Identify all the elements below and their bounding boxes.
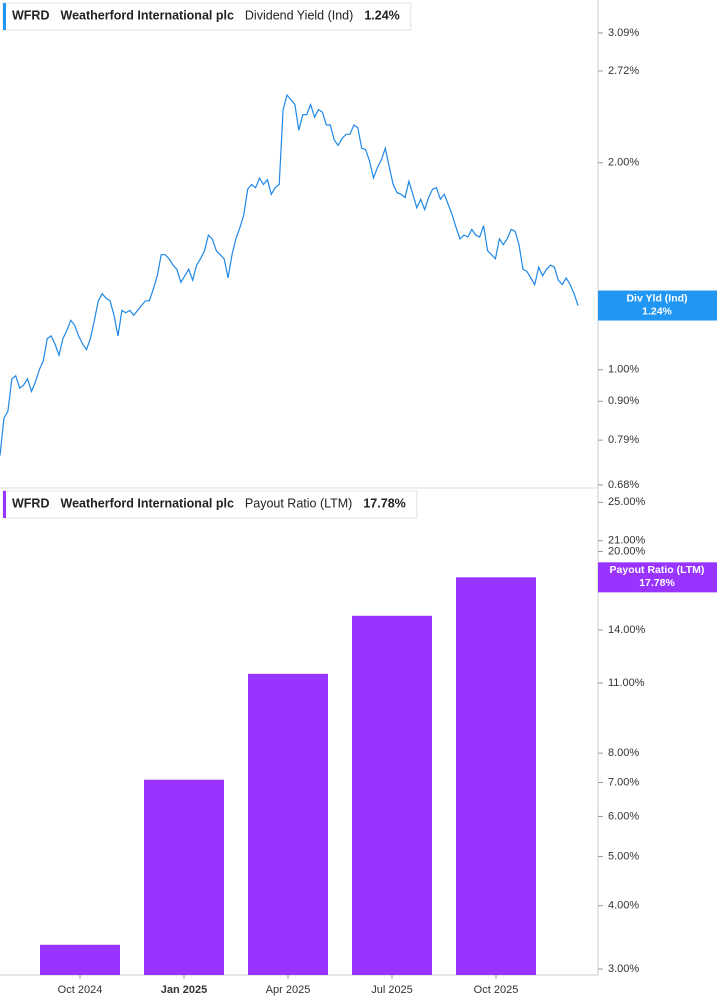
header-metric: Dividend Yield (Ind)	[245, 8, 353, 22]
y-tick-label: 14.00%	[608, 624, 646, 636]
y-tick-label: 7.00%	[608, 776, 639, 788]
bar	[456, 577, 536, 975]
x-tick-label: Jan 2025	[161, 984, 207, 996]
badge: Div Yld (Ind)1.24%	[598, 290, 717, 321]
badge-value: 17.78%	[639, 577, 675, 589]
header-ticker: WFRD	[12, 496, 50, 510]
y-tick-label: 6.00%	[608, 810, 639, 822]
y-tick-label: 0.79%	[608, 434, 639, 446]
badge-label: Div Yld (Ind)	[626, 292, 687, 304]
y-tick-label: 0.68%	[608, 479, 639, 491]
y-tick-label: 2.72%	[608, 65, 639, 77]
badge-box	[598, 290, 717, 321]
x-tick-label: Apr 2025	[266, 984, 311, 996]
header-accent	[3, 491, 6, 518]
x-tick-label: Oct 2025	[474, 984, 519, 996]
header-accent	[3, 3, 6, 30]
y-tick-label: 4.00%	[608, 900, 639, 912]
bar	[352, 615, 432, 975]
bar	[40, 944, 120, 975]
bar	[144, 779, 224, 975]
header-metric: Payout Ratio (LTM)	[245, 496, 352, 510]
y-tick-label: 3.09%	[608, 27, 639, 39]
y-tick-label: 11.00%	[608, 677, 645, 689]
y-tick-label: 3.00%	[608, 963, 639, 975]
y-tick-label: 1.00%	[608, 364, 639, 376]
x-tick-label: Oct 2024	[58, 984, 103, 996]
header-box	[2, 2, 412, 31]
y-tick-label: 8.00%	[608, 747, 639, 759]
y-tick-label: 25.00%	[608, 496, 646, 508]
header-value: 17.78%	[363, 496, 405, 510]
header-ticker: WFRD	[12, 8, 50, 22]
badge-box	[598, 562, 717, 593]
header-company: Weatherford International plc	[61, 496, 234, 510]
y-tick-label: 21.00%	[608, 535, 646, 547]
header-company: Weatherford International plc	[61, 8, 234, 22]
badge: Payout Ratio (LTM)17.78%	[598, 562, 717, 593]
bar	[248, 673, 328, 975]
legend-header: WFRD Weatherford International plc Payout …	[2, 490, 418, 519]
line-series	[0, 93, 579, 456]
y-tick-label: 2.00%	[608, 157, 639, 169]
y-tick-label: 5.00%	[608, 851, 639, 863]
header-value: 1.24%	[364, 8, 399, 22]
badge-label: Payout Ratio (LTM)	[610, 564, 705, 576]
y-tick-label: 0.90%	[608, 395, 639, 407]
header-box	[2, 490, 418, 519]
badge-value: 1.24%	[642, 305, 672, 317]
x-tick-label: Jul 2025	[371, 984, 413, 996]
y-tick-label: 20.00%	[608, 545, 646, 557]
legend-header: WFRD Weatherford International plc Dividen…	[2, 2, 412, 31]
